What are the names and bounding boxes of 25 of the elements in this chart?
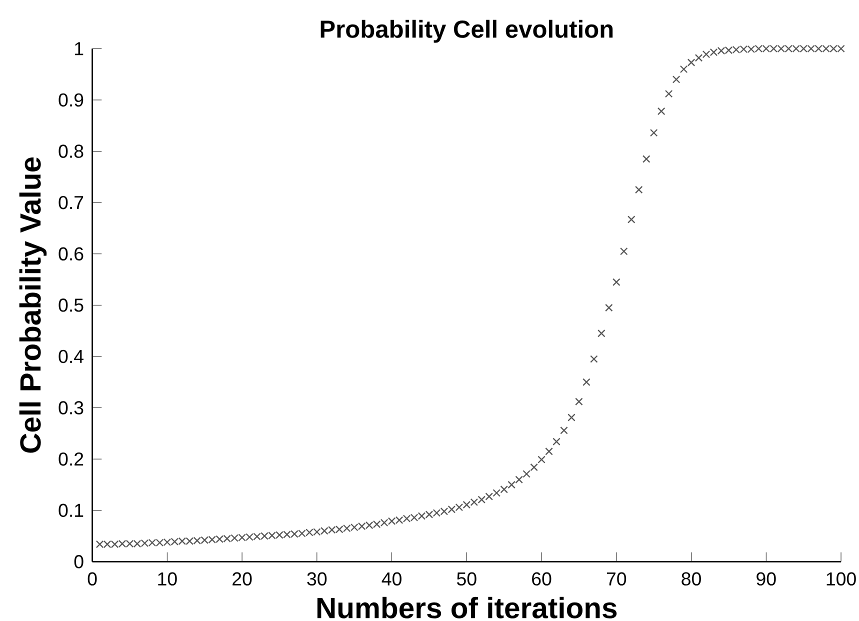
- x-axis-title: Numbers of iterations: [317, 596, 617, 618]
- x-tick-label: 20: [232, 572, 252, 586]
- x-tick-label: 60: [532, 572, 552, 586]
- x-tick-label: 100: [826, 572, 856, 586]
- y-tick-label: 0.4: [58, 350, 84, 364]
- y-tick-label: 0.6: [58, 247, 84, 261]
- x-tick-label: 80: [682, 572, 701, 586]
- x-tick-label: 30: [307, 572, 327, 586]
- chart-title: Probability Cell evolution: [320, 20, 613, 43]
- x-tick-label: 70: [606, 572, 626, 586]
- y-tick-label: 0.1: [58, 504, 84, 517]
- y-axis-title: Cell Probability Value: [19, 157, 47, 453]
- y-tick-label: 0.5: [58, 298, 84, 312]
- y-tick-label: 0.9: [58, 93, 84, 107]
- x-tick-label: 0: [88, 572, 97, 586]
- y-tick-label: 0.3: [58, 401, 84, 414]
- x-tick-label: 50: [456, 572, 476, 586]
- x-tick-label: 10: [158, 572, 177, 586]
- y-tick-label: 0.7: [58, 196, 84, 210]
- y-tick-label: 0: [74, 555, 84, 568]
- x-tick-label: 90: [756, 572, 776, 586]
- y-tick-label: 1: [75, 42, 84, 56]
- x-tick-label: 40: [382, 572, 402, 586]
- y-tick-label: 0.8: [58, 144, 84, 158]
- y-tick-label: 0.2: [58, 452, 84, 466]
